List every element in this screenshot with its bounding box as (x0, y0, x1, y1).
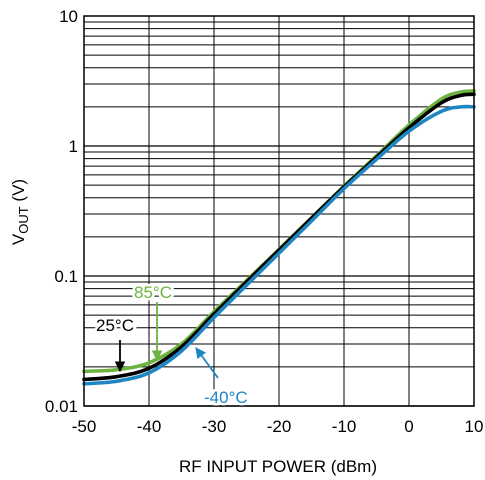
annotation-label: 25°C (96, 316, 134, 335)
y-tick-label: 1 (69, 137, 78, 156)
x-tick-label: -20 (267, 417, 292, 436)
x-axis-label: RF INPUT POWER (dBm) (179, 457, 377, 476)
annotation-label: 85°C (134, 283, 172, 302)
x-tick-label: -40 (137, 417, 162, 436)
x-tick-label: -30 (202, 417, 227, 436)
y-axis-label-subscript: OUT (16, 206, 31, 234)
series-lines (82, 89, 476, 386)
plot-border (83, 15, 475, 407)
annotation-label-halo: -40°C (204, 388, 248, 407)
annotation-label: -40°C (204, 388, 248, 407)
y-axis-label: VOUT (V) (9, 179, 31, 245)
x-tick-label: -10 (332, 417, 357, 436)
y-tick-label: 10 (59, 7, 78, 26)
annotations: 85°C85°C25°C25°C-40°C-40°C (94, 281, 251, 410)
grid (83, 16, 475, 407)
y-tick-label: 0.01 (45, 397, 78, 416)
x-tick-label: 0 (404, 417, 413, 436)
x-tick-label: 10 (465, 417, 484, 436)
series-line-2 (82, 104, 476, 386)
plot-frame (83, 15, 475, 407)
annotation-label-halo: 85°C (134, 283, 172, 302)
x-tick-label: -50 (72, 417, 97, 436)
y-axis-label-suffix: (V) (9, 179, 28, 206)
series-line-1 (82, 92, 476, 382)
y-axis-label-main: V (9, 233, 28, 245)
annotation-arrow (195, 347, 219, 379)
annotation-label-halo: 25°C (96, 316, 134, 335)
y-tick-label: 0.1 (54, 267, 78, 286)
tick-labels: -50 -40 -30 -20 -10 0 10 0.01 0.1 1 10 (45, 7, 484, 436)
